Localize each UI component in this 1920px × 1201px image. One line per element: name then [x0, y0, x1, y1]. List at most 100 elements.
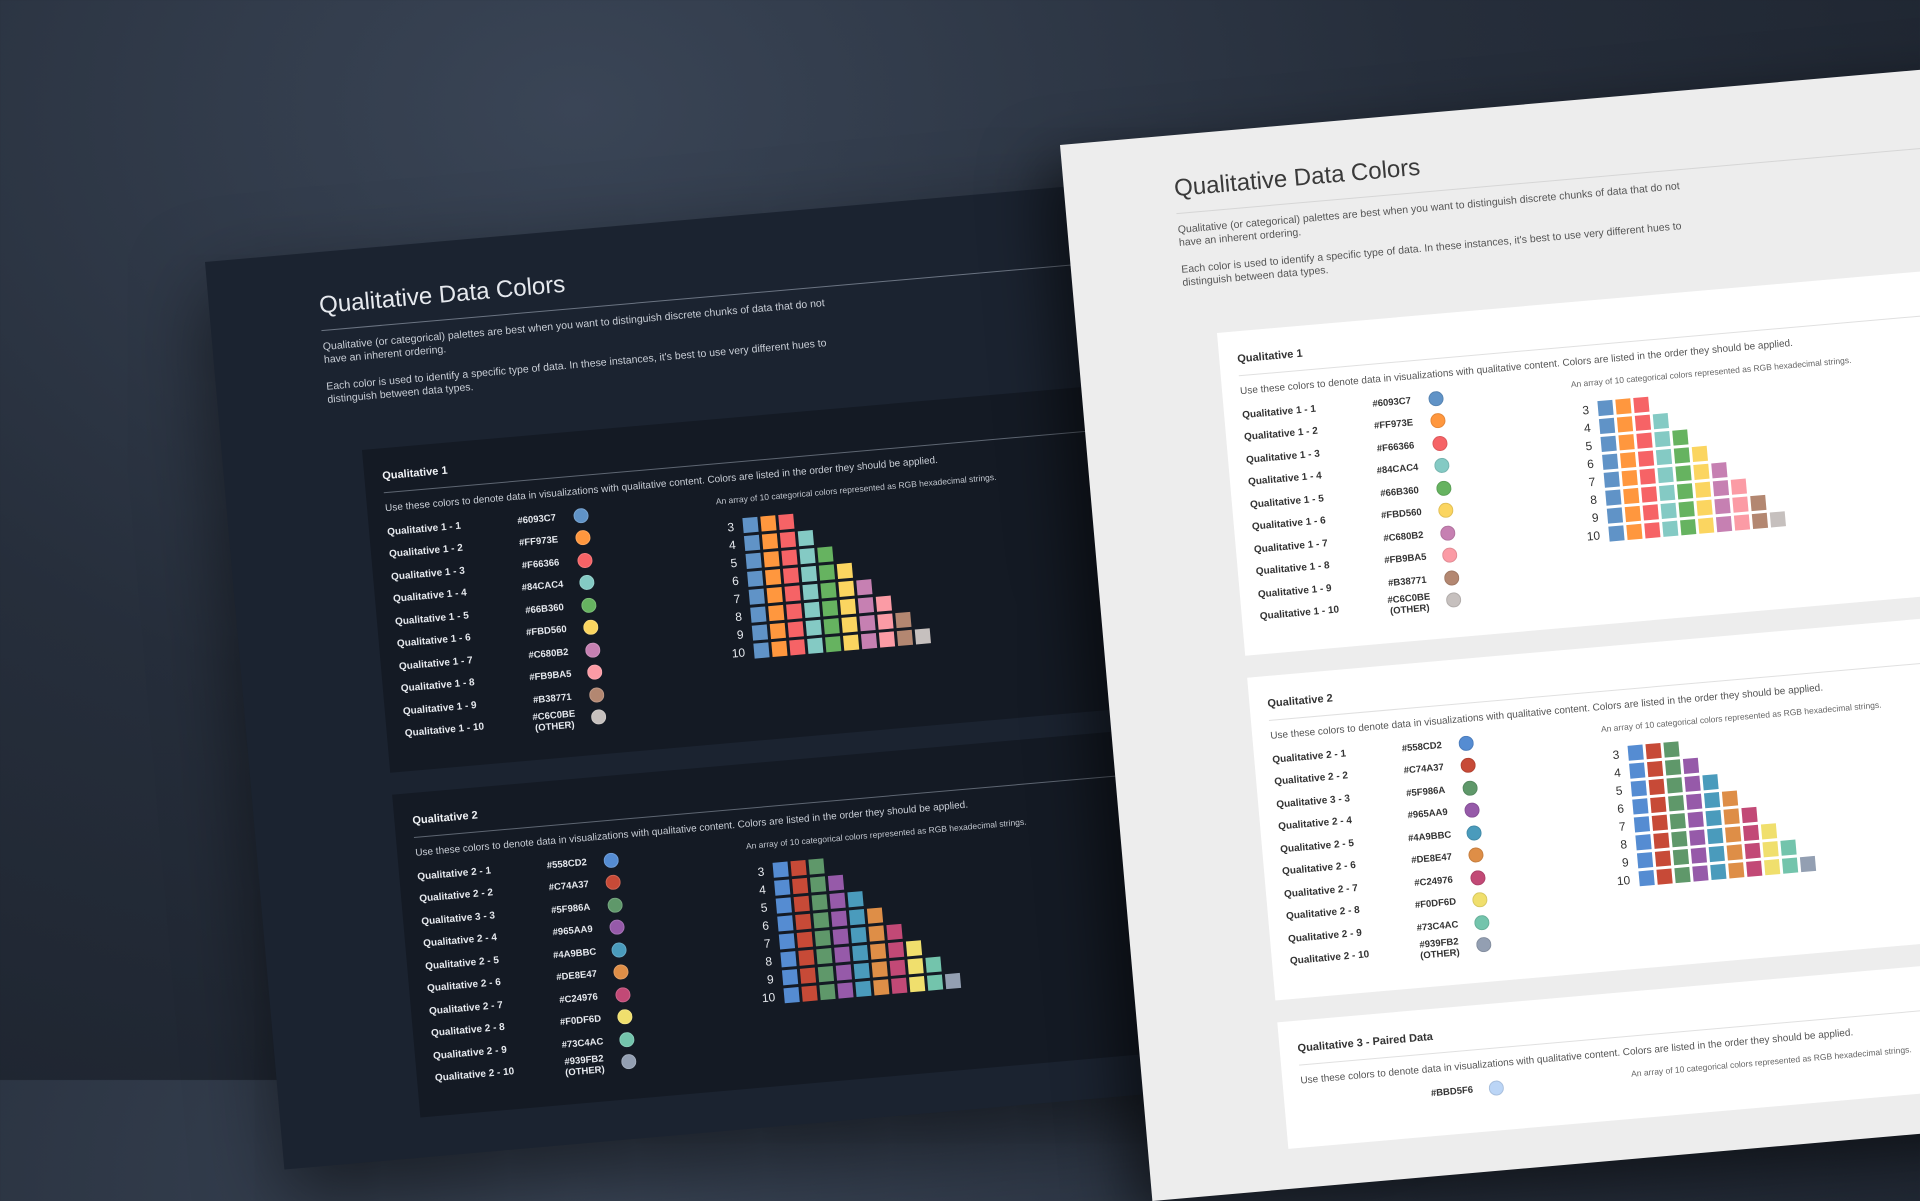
- array-swatch: [873, 979, 890, 996]
- color-swatch: [1469, 869, 1487, 886]
- array-swatch: [804, 601, 821, 619]
- color-swatch: [1458, 735, 1475, 752]
- array-swatch: [1692, 865, 1709, 882]
- array-swatch: [821, 600, 839, 617]
- color-swatch: [1473, 914, 1490, 931]
- array-swatch: [1726, 844, 1743, 861]
- array-swatch: [817, 546, 834, 563]
- array-swatch: [1746, 860, 1763, 877]
- array-swatch: [1693, 463, 1710, 480]
- array-swatch: [896, 629, 914, 647]
- color-swatch: [1471, 891, 1489, 909]
- array-swatch: [1633, 816, 1651, 833]
- color-swatch: [584, 641, 601, 659]
- color-hex: #4A9BBC: [1407, 829, 1452, 845]
- array-swatch: [878, 631, 896, 648]
- array-swatch: [1662, 520, 1679, 537]
- array-row-label: 7: [1618, 818, 1627, 834]
- array-row-label: 6: [761, 917, 770, 933]
- array-swatch: [809, 876, 827, 893]
- array-swatch: [859, 615, 876, 632]
- array-row-label: 4: [1613, 765, 1622, 780]
- color-hex: #B38771: [1387, 574, 1428, 589]
- array-swatch: [766, 586, 783, 604]
- color-swatch: [1463, 802, 1481, 819]
- array-swatch: [1664, 759, 1682, 776]
- array-swatch: [781, 549, 798, 566]
- color-swatch: [1465, 824, 1483, 841]
- color-hex: #FF973E: [1373, 417, 1414, 432]
- array-swatch: [1606, 507, 1624, 524]
- array-swatch: [848, 909, 866, 926]
- color-name: Qualitative 2 - 10: [434, 1066, 515, 1085]
- array-swatch: [875, 595, 892, 612]
- array-swatch: [800, 565, 818, 583]
- array-swatch: [1742, 824, 1760, 842]
- array-swatch: [1598, 417, 1616, 435]
- array-swatch: [1762, 841, 1779, 858]
- array-row-label: 3: [1611, 747, 1620, 762]
- array-swatch: [1657, 466, 1674, 484]
- array-row-label: 9: [766, 971, 775, 987]
- array-swatch: [1602, 453, 1619, 470]
- color-swatch: [582, 619, 599, 636]
- array-swatch: [1660, 502, 1677, 519]
- color-hex: #FBD560: [1380, 507, 1423, 522]
- array-row-label: 7: [1588, 474, 1596, 489]
- array-swatch: [1621, 469, 1638, 487]
- color-hex: #4A9BBC: [552, 946, 597, 962]
- array-swatch: [795, 913, 812, 930]
- array-swatch: [1668, 795, 1685, 812]
- array-swatch: [909, 976, 926, 993]
- array-swatch: [1705, 809, 1722, 827]
- color-name: Qualitative 2 - 10: [1289, 949, 1370, 968]
- color-hex: #6093C7: [517, 512, 557, 527]
- array-swatch: [832, 928, 849, 945]
- color-swatch: [605, 874, 622, 891]
- array-row-label: 10: [1616, 872, 1631, 888]
- array-swatch: [777, 915, 794, 932]
- color-swatch: [616, 1008, 634, 1026]
- color-hex: #FB9BA5: [528, 668, 572, 684]
- array-swatch: [907, 958, 924, 975]
- array-swatch: [914, 628, 931, 645]
- color-swatch: [620, 1053, 637, 1070]
- array-swatch: [789, 639, 806, 656]
- array-swatch: [1634, 414, 1652, 431]
- array-swatch: [1669, 813, 1686, 830]
- array-swatch: [797, 530, 814, 547]
- array-swatch: [1620, 452, 1637, 469]
- color-swatch: [1460, 757, 1477, 774]
- array-swatch: [871, 961, 888, 978]
- array-swatch: [1678, 501, 1695, 518]
- color-hex: #FBD560: [525, 624, 568, 639]
- array-swatch: [1728, 862, 1745, 879]
- color-hex: #C680B2: [1382, 529, 1424, 545]
- array-swatch: [1698, 517, 1715, 534]
- color-swatch: [606, 896, 624, 914]
- color-swatch: [1443, 569, 1460, 586]
- array-swatch: [1673, 447, 1691, 464]
- color-swatch: [1445, 592, 1462, 609]
- array-swatch: [1655, 448, 1673, 466]
- array-swatch: [1710, 863, 1727, 881]
- color-list: Qualitative 2 - 1 #558CD2 Qualitative 2 - …: [416, 840, 734, 1090]
- array-swatch: [1618, 434, 1635, 451]
- array-swatch: [1616, 416, 1634, 433]
- array-row-label: 4: [1583, 420, 1592, 435]
- color-array: An array of 10 categorical colors repres…: [1570, 355, 1870, 600]
- array-swatch: [1714, 498, 1731, 515]
- array-row-label: 10: [731, 644, 746, 661]
- color-hex: #965AA9: [552, 924, 594, 939]
- color-swatch: [580, 596, 597, 614]
- color-hex: #939FB2 (OTHER): [1419, 936, 1461, 962]
- array-swatch: [1682, 757, 1700, 774]
- palette-body: Qualitative 1 - 1 #6093C7 Qualitative 1 - …: [1241, 329, 1920, 628]
- color-swatch: [610, 941, 628, 958]
- array-swatch: [1641, 486, 1658, 503]
- array-swatch: [1650, 796, 1667, 813]
- color-swatch: [1439, 524, 1456, 542]
- array-swatch: [774, 879, 791, 896]
- color-swatch: [1475, 936, 1492, 953]
- array-swatch: [857, 597, 875, 614]
